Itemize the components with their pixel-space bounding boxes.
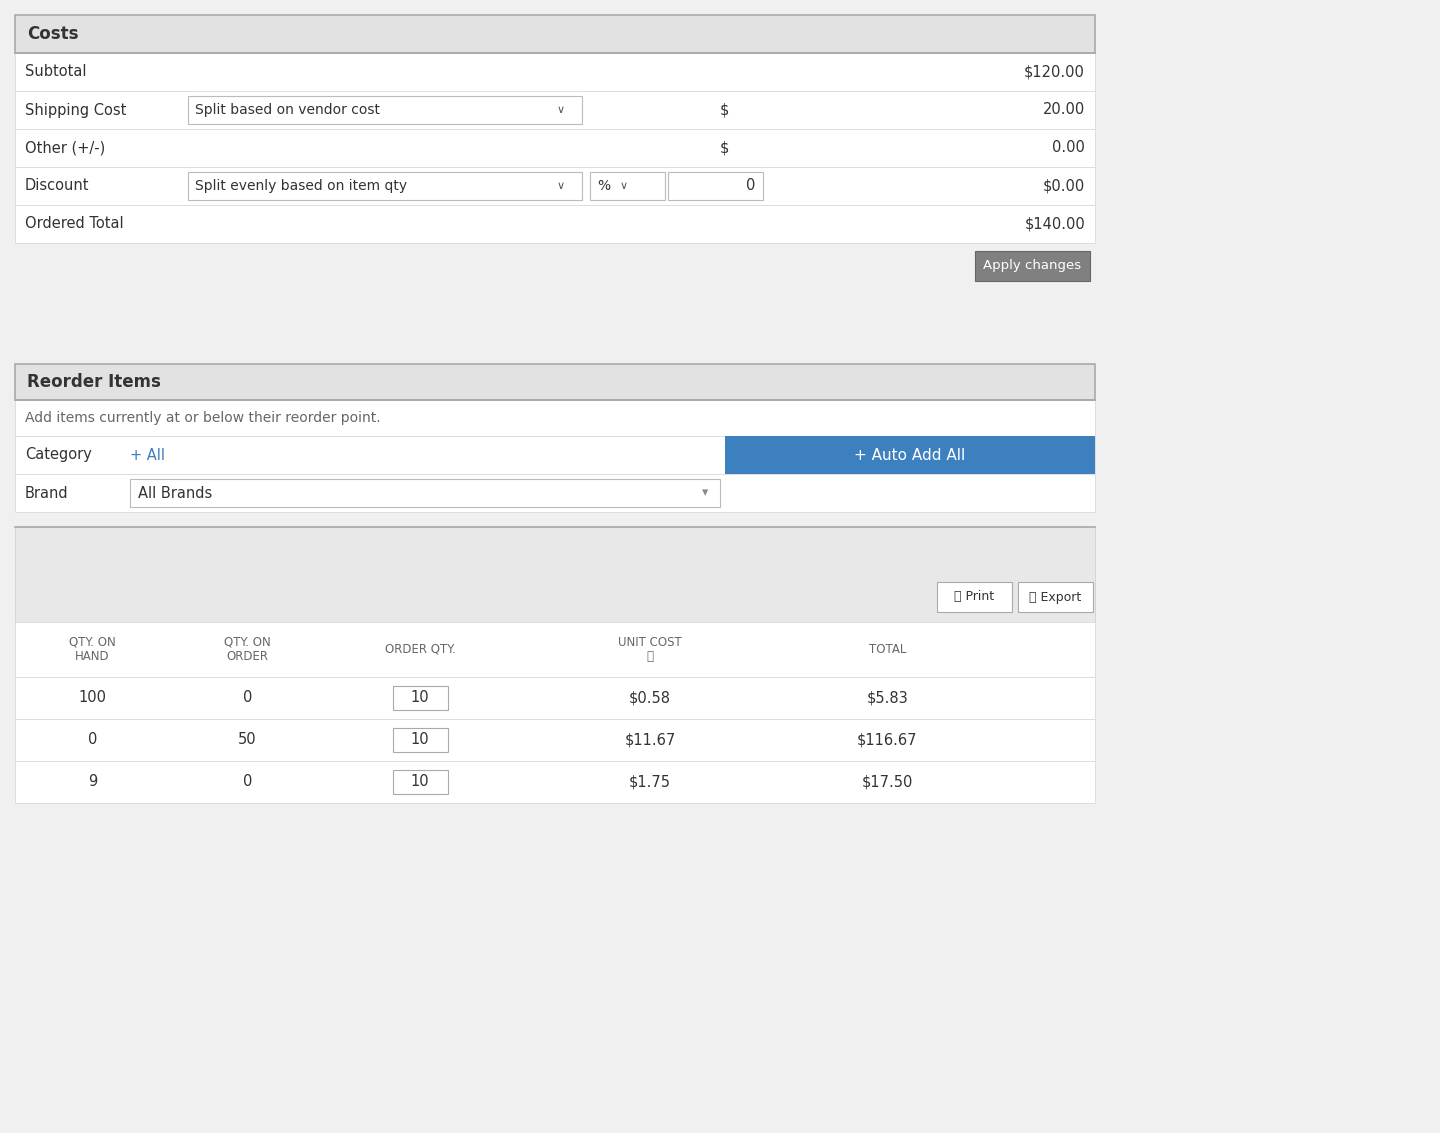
Text: Split based on vendor cost: Split based on vendor cost (194, 103, 380, 117)
FancyBboxPatch shape (393, 685, 448, 710)
FancyBboxPatch shape (14, 678, 1094, 719)
Text: 0: 0 (243, 775, 252, 790)
Text: QTY. ON
HAND: QTY. ON HAND (69, 636, 115, 664)
Text: Split evenly based on item qty: Split evenly based on item qty (194, 179, 408, 193)
Text: 🖨 Print: 🖨 Print (955, 590, 995, 604)
Text: Add items currently at or below their reorder point.: Add items currently at or below their re… (24, 411, 380, 425)
Text: 10: 10 (410, 733, 429, 748)
FancyBboxPatch shape (393, 770, 448, 794)
FancyBboxPatch shape (14, 15, 1094, 53)
FancyBboxPatch shape (14, 527, 1094, 622)
FancyBboxPatch shape (14, 364, 1094, 400)
FancyBboxPatch shape (14, 474, 1094, 512)
Text: 10: 10 (410, 690, 429, 706)
Text: $116.67: $116.67 (857, 733, 917, 748)
FancyBboxPatch shape (189, 172, 582, 201)
Text: Discount: Discount (24, 179, 89, 194)
Text: Other (+/-): Other (+/-) (24, 140, 105, 155)
Text: + All: + All (130, 448, 166, 462)
Text: %: % (598, 179, 615, 193)
Text: ▾: ▾ (703, 486, 708, 500)
Text: 100: 100 (79, 690, 107, 706)
Text: All Brands: All Brands (138, 486, 212, 501)
FancyBboxPatch shape (14, 719, 1094, 761)
FancyBboxPatch shape (975, 252, 1090, 281)
FancyBboxPatch shape (14, 205, 1094, 242)
Text: $: $ (720, 140, 730, 155)
FancyBboxPatch shape (14, 53, 1094, 91)
Text: + Auto Add All: + Auto Add All (854, 448, 966, 462)
Text: ∨: ∨ (557, 181, 564, 191)
Text: $0.58: $0.58 (629, 690, 671, 706)
Text: Category: Category (24, 448, 92, 462)
Text: 9: 9 (88, 775, 96, 790)
Text: Costs: Costs (27, 25, 79, 43)
FancyBboxPatch shape (14, 436, 1094, 474)
Text: $17.50: $17.50 (861, 775, 913, 790)
Text: Reorder Items: Reorder Items (27, 373, 161, 391)
Text: Apply changes: Apply changes (984, 259, 1081, 273)
FancyBboxPatch shape (189, 96, 582, 123)
Text: TOTAL: TOTAL (868, 644, 906, 656)
Text: 20.00: 20.00 (1043, 102, 1084, 118)
Text: 50: 50 (238, 733, 256, 748)
FancyBboxPatch shape (14, 761, 1094, 803)
Text: Shipping Cost: Shipping Cost (24, 102, 127, 118)
Text: $11.67: $11.67 (625, 733, 675, 748)
Text: 0: 0 (88, 733, 96, 748)
Text: Ordered Total: Ordered Total (24, 216, 124, 231)
Text: $5.83: $5.83 (867, 690, 909, 706)
Text: ∨: ∨ (621, 181, 628, 191)
Text: ORDER QTY.: ORDER QTY. (384, 644, 455, 656)
Text: $120.00: $120.00 (1024, 65, 1084, 79)
Text: $0.00: $0.00 (1043, 179, 1084, 194)
Text: $: $ (720, 102, 730, 118)
Text: 0: 0 (243, 690, 252, 706)
Text: ∨: ∨ (557, 105, 564, 116)
FancyBboxPatch shape (668, 172, 763, 201)
Text: UNIT COST
ⓘ: UNIT COST ⓘ (618, 636, 683, 664)
Text: QTY. ON
ORDER: QTY. ON ORDER (225, 636, 271, 664)
FancyBboxPatch shape (393, 729, 448, 752)
FancyBboxPatch shape (14, 622, 1094, 678)
Text: Brand: Brand (24, 486, 69, 501)
Text: 0.00: 0.00 (1053, 140, 1084, 155)
FancyBboxPatch shape (724, 436, 1094, 474)
FancyBboxPatch shape (937, 582, 1012, 612)
Text: 0: 0 (746, 179, 755, 194)
FancyBboxPatch shape (14, 400, 1094, 436)
FancyBboxPatch shape (14, 129, 1094, 167)
Text: 📄 Export: 📄 Export (1030, 590, 1081, 604)
Text: Subtotal: Subtotal (24, 65, 86, 79)
FancyBboxPatch shape (130, 479, 720, 506)
FancyBboxPatch shape (1018, 582, 1093, 612)
FancyBboxPatch shape (590, 172, 665, 201)
Text: $140.00: $140.00 (1024, 216, 1084, 231)
FancyBboxPatch shape (14, 91, 1094, 129)
Text: $1.75: $1.75 (629, 775, 671, 790)
FancyBboxPatch shape (14, 167, 1094, 205)
Text: 10: 10 (410, 775, 429, 790)
